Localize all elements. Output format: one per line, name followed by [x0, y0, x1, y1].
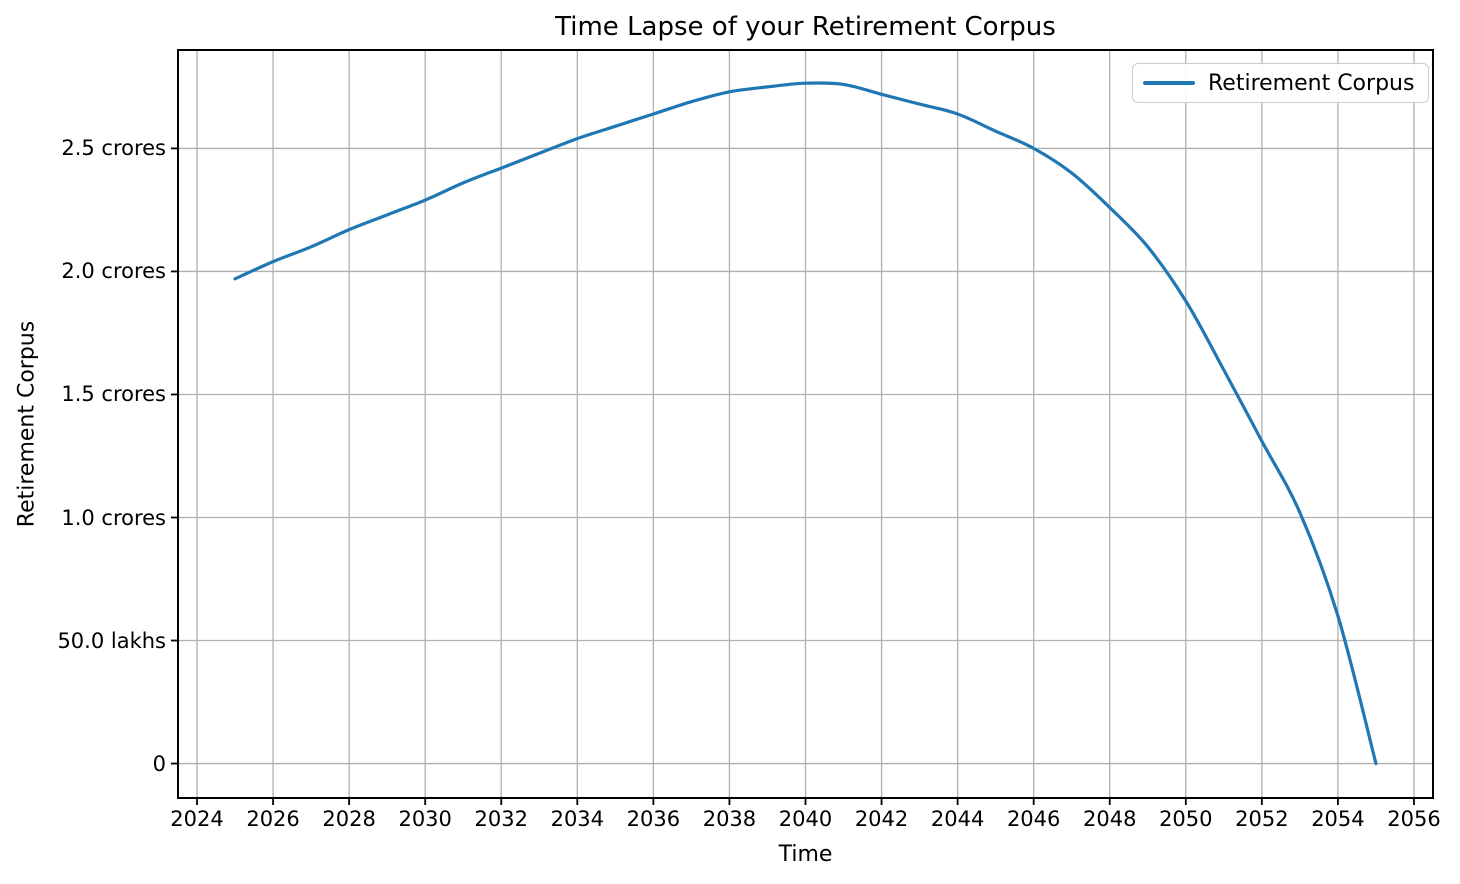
plot-border [177, 49, 1434, 799]
x-tick-label: 2052 [1235, 807, 1289, 831]
x-tick-label: 2030 [398, 807, 452, 831]
retirement-corpus-line [233, 81, 1378, 766]
x-tick-label: 2036 [626, 807, 681, 831]
x-tick-label: 2048 [1083, 807, 1137, 831]
x-tick-label: 2024 [170, 807, 224, 831]
x-tick-label: 2054 [1311, 807, 1365, 831]
x-tick-label: 2056 [1387, 807, 1441, 831]
y-axis-label: Retirement Corpus [14, 320, 40, 528]
x-tick-label: 2032 [474, 807, 528, 831]
legend-label: Retirement Corpus [1208, 70, 1415, 96]
y-tick-label: 1.0 crores [61, 505, 166, 530]
x-tick-label: 2040 [778, 807, 833, 831]
y-tick-label: 2.5 crores [61, 136, 166, 161]
y-tick-label: 50.0 lakhs [57, 628, 166, 653]
legend: Retirement Corpus [1132, 63, 1430, 103]
chart-title: Time Lapse of your Retirement Corpus [555, 12, 1056, 42]
x-tick-label: 2034 [550, 807, 605, 831]
legend-line-swatch [1143, 81, 1195, 85]
x-tick-label: 2050 [1159, 807, 1213, 831]
x-tick-label: 2038 [702, 807, 757, 831]
y-tick-label: 0 [152, 751, 166, 776]
y-tick-label: 1.5 crores [61, 382, 166, 407]
x-tick-label: 2026 [246, 807, 300, 831]
x-tick-label: 2028 [322, 807, 376, 831]
x-tick-label: 2042 [854, 807, 909, 831]
x-axis-label: Time [778, 842, 833, 867]
y-tick-label: 2.0 crores [61, 259, 166, 284]
x-tick-label: 2046 [1006, 807, 1061, 831]
x-tick-label: 2044 [930, 807, 985, 831]
